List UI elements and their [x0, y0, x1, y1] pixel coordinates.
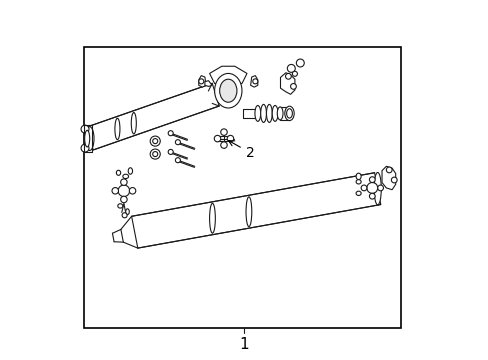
- Ellipse shape: [125, 209, 129, 215]
- Ellipse shape: [260, 104, 266, 122]
- Ellipse shape: [296, 59, 304, 67]
- Ellipse shape: [175, 140, 180, 145]
- Text: 1: 1: [239, 337, 249, 352]
- Ellipse shape: [122, 213, 127, 218]
- Bar: [84, 47, 400, 328]
- Ellipse shape: [131, 113, 136, 134]
- Ellipse shape: [290, 84, 296, 89]
- Ellipse shape: [81, 144, 89, 152]
- Ellipse shape: [214, 135, 220, 142]
- Ellipse shape: [386, 167, 391, 173]
- Ellipse shape: [168, 149, 173, 154]
- Ellipse shape: [355, 173, 361, 180]
- Ellipse shape: [377, 185, 383, 191]
- Polygon shape: [381, 166, 395, 190]
- Ellipse shape: [121, 196, 127, 203]
- Ellipse shape: [129, 188, 136, 194]
- Text: 2: 2: [228, 140, 254, 159]
- Ellipse shape: [81, 125, 89, 133]
- Ellipse shape: [85, 127, 94, 150]
- Polygon shape: [86, 83, 219, 150]
- Ellipse shape: [292, 71, 297, 76]
- Ellipse shape: [355, 180, 361, 184]
- Ellipse shape: [252, 79, 257, 84]
- Ellipse shape: [214, 73, 242, 108]
- Ellipse shape: [227, 135, 233, 142]
- Ellipse shape: [118, 185, 129, 197]
- Ellipse shape: [150, 149, 160, 159]
- Ellipse shape: [209, 203, 215, 233]
- Ellipse shape: [122, 174, 128, 179]
- Ellipse shape: [368, 177, 374, 183]
- Ellipse shape: [254, 105, 260, 121]
- Polygon shape: [131, 173, 380, 248]
- Ellipse shape: [355, 191, 361, 195]
- Ellipse shape: [373, 172, 381, 205]
- Ellipse shape: [368, 193, 374, 199]
- Polygon shape: [209, 66, 246, 84]
- Ellipse shape: [266, 104, 272, 122]
- Ellipse shape: [150, 136, 160, 146]
- Ellipse shape: [112, 188, 118, 194]
- Ellipse shape: [285, 73, 291, 79]
- Ellipse shape: [245, 197, 251, 227]
- Ellipse shape: [287, 64, 295, 72]
- Ellipse shape: [286, 109, 292, 118]
- Ellipse shape: [118, 204, 122, 208]
- Ellipse shape: [277, 107, 283, 120]
- Ellipse shape: [84, 130, 89, 147]
- Ellipse shape: [168, 131, 173, 136]
- Ellipse shape: [220, 129, 227, 135]
- Polygon shape: [280, 73, 294, 94]
- Ellipse shape: [284, 106, 294, 121]
- Ellipse shape: [199, 79, 203, 84]
- Polygon shape: [204, 81, 212, 86]
- Ellipse shape: [128, 168, 132, 174]
- Ellipse shape: [115, 118, 120, 140]
- Ellipse shape: [366, 183, 377, 193]
- Polygon shape: [250, 76, 257, 87]
- Ellipse shape: [152, 152, 158, 157]
- Ellipse shape: [390, 177, 396, 183]
- Ellipse shape: [116, 170, 121, 175]
- Ellipse shape: [121, 179, 127, 185]
- Ellipse shape: [152, 139, 158, 144]
- Ellipse shape: [175, 158, 180, 163]
- Polygon shape: [199, 76, 205, 87]
- Ellipse shape: [272, 105, 277, 121]
- Ellipse shape: [220, 142, 227, 148]
- Ellipse shape: [219, 79, 237, 102]
- Ellipse shape: [361, 185, 366, 191]
